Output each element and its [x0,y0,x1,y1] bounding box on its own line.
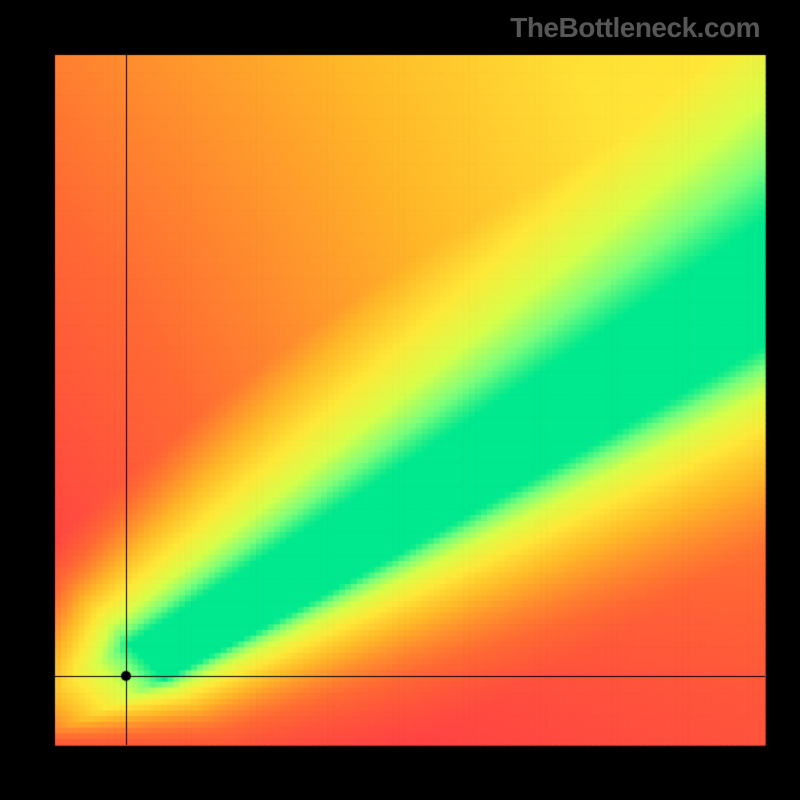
bottleneck-heatmap-canvas [0,0,800,800]
chart-container: TheBottleneck.com [0,0,800,800]
watermark-text: TheBottleneck.com [510,12,760,44]
